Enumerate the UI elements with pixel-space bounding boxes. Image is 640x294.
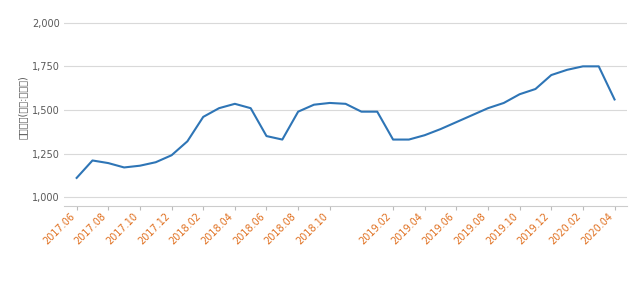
Y-axis label: 거래금액(단위:백만원): 거래금액(단위:백만원) <box>18 76 28 139</box>
